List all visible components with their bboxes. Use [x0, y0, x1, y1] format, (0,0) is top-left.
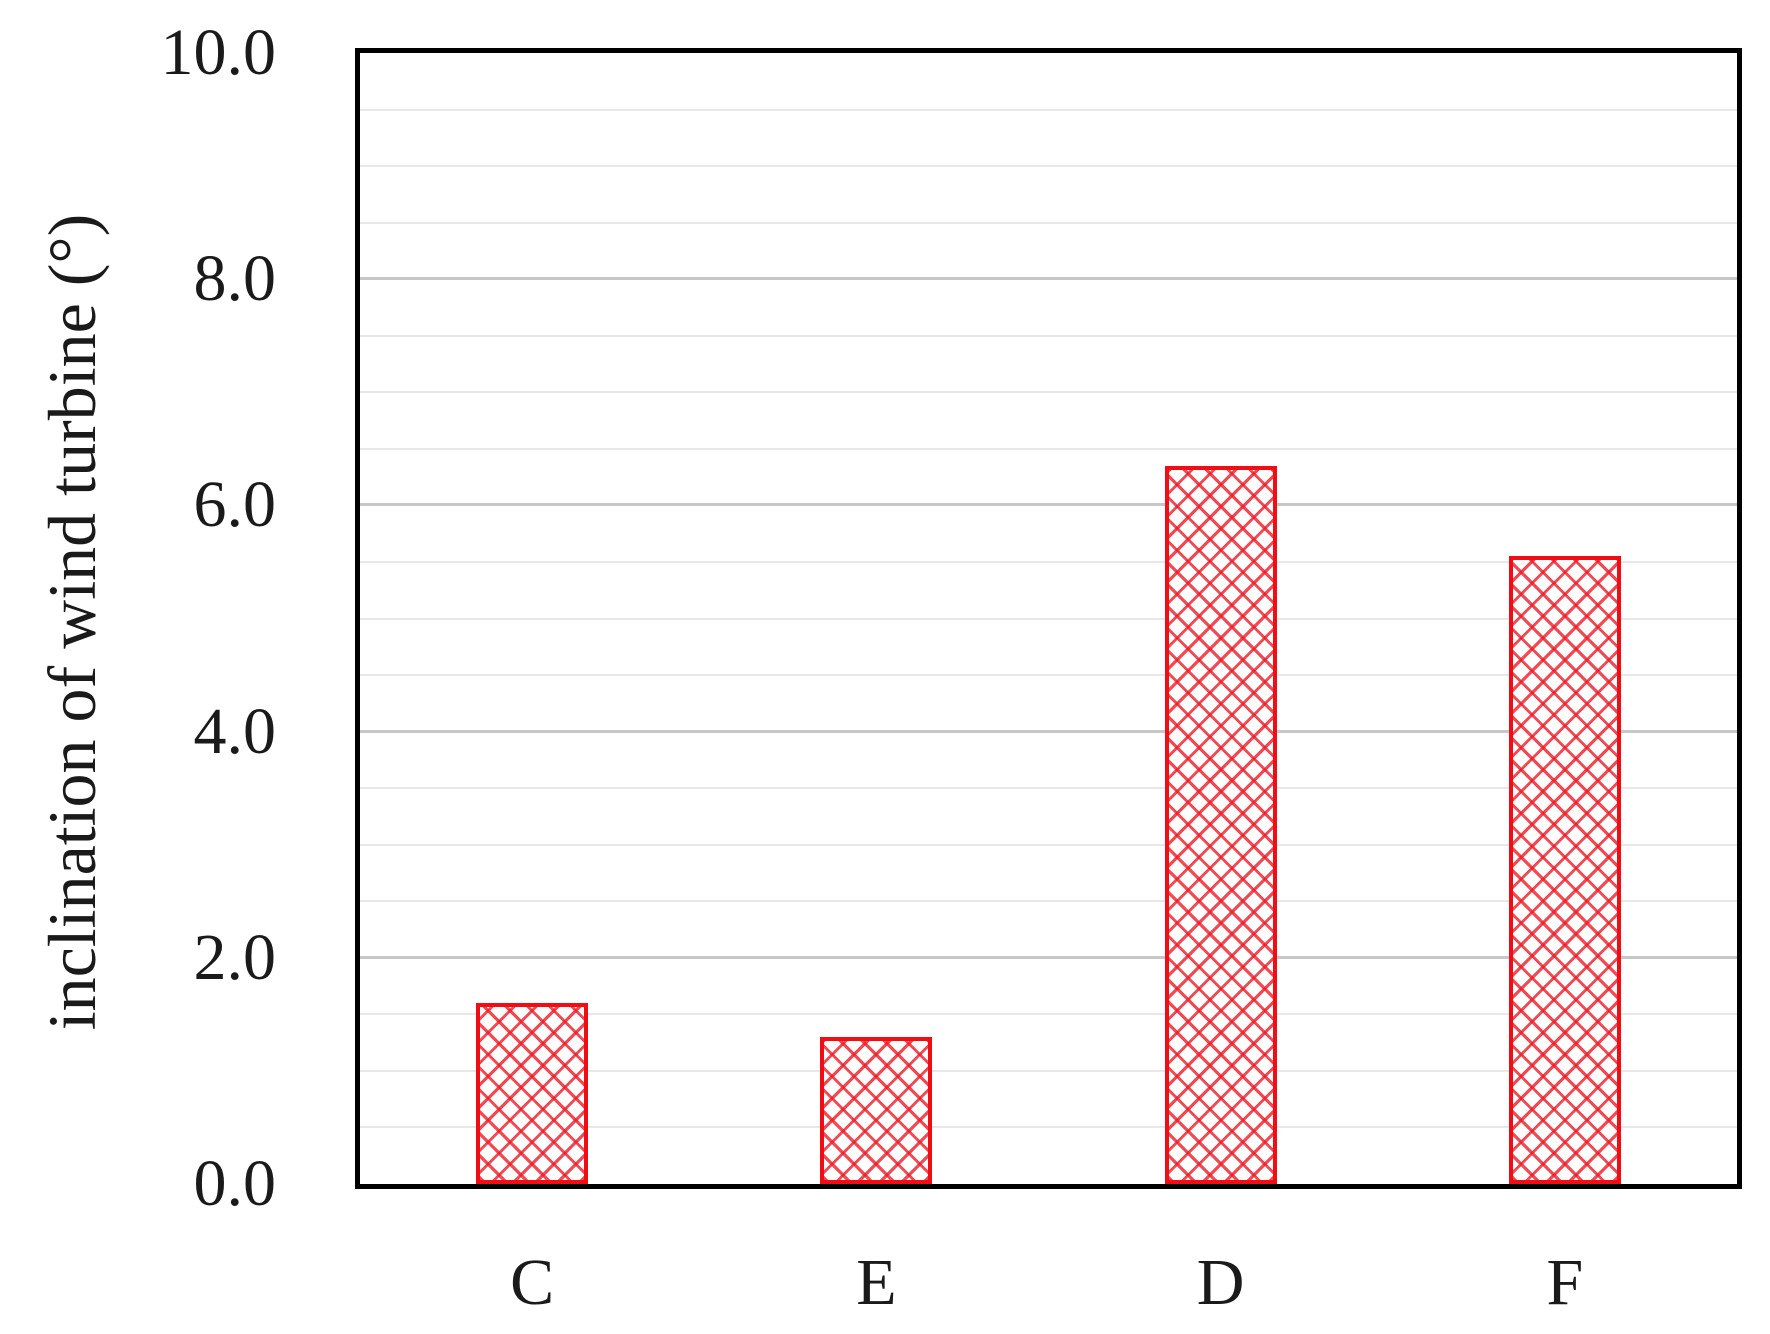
- major-gridline: [360, 955, 1737, 959]
- major-gridline: [360, 277, 1737, 281]
- plot-area: [355, 48, 1742, 1189]
- minor-gridline: [360, 1013, 1737, 1016]
- bar-D: [1164, 466, 1277, 1184]
- minor-gridline: [360, 787, 1737, 790]
- minor-gridline: [360, 447, 1737, 450]
- minor-gridline: [360, 560, 1737, 563]
- x-category-label-F: F: [1546, 1246, 1584, 1319]
- major-gridline: [360, 503, 1737, 507]
- minor-gridline: [360, 900, 1737, 903]
- minor-gridline: [360, 165, 1737, 168]
- bar-E: [820, 1037, 933, 1184]
- minor-gridline: [360, 843, 1737, 846]
- y-tick-label-2.0: 2.0: [193, 920, 277, 994]
- y-tick-label-0.0: 0.0: [193, 1147, 277, 1220]
- bar-F: [1508, 556, 1621, 1184]
- y-tick-label-6.0: 6.0: [193, 468, 277, 542]
- y-tick-label-8.0: 8.0: [193, 242, 277, 316]
- minor-gridline: [360, 674, 1737, 677]
- major-gridline: [360, 729, 1737, 733]
- minor-gridline: [360, 617, 1737, 620]
- minor-gridline: [360, 221, 1737, 224]
- x-category-label-E: E: [856, 1246, 897, 1319]
- x-category-label-D: D: [1196, 1246, 1245, 1319]
- minor-gridline: [360, 1126, 1737, 1129]
- y-tick-label-4.0: 4.0: [193, 694, 277, 768]
- bar-C: [476, 1003, 589, 1184]
- y-tick-label-10.0: 10.0: [160, 16, 277, 89]
- minor-gridline: [360, 334, 1737, 337]
- x-category-label-C: C: [510, 1246, 555, 1319]
- minor-gridline: [360, 108, 1737, 111]
- minor-gridline: [360, 1069, 1737, 1072]
- y-axis-title: inclination of wind turbine (°): [34, 213, 110, 1031]
- minor-gridline: [360, 391, 1737, 394]
